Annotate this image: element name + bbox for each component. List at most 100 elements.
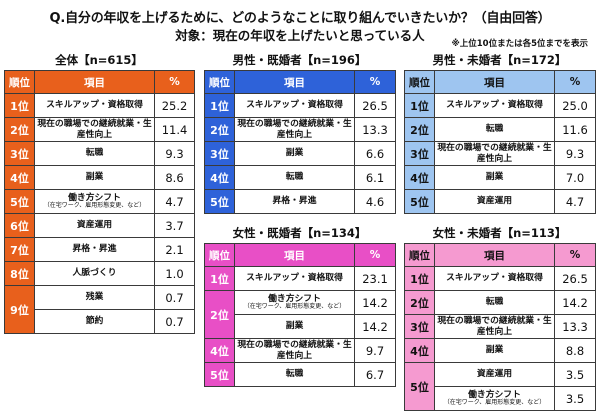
pct-cell: 3.7: [154, 213, 195, 238]
item-label: 働き方シフト: [468, 390, 521, 401]
pct-cell: 7.0: [554, 165, 596, 190]
rank-cell: 3位: [204, 141, 235, 166]
pct-cell: 6.7: [354, 362, 396, 387]
pct-cell: 0.7: [154, 285, 195, 310]
rank-cell: 2位: [404, 117, 435, 142]
pct-cell: 14.2: [554, 290, 596, 315]
pct-cell: 26.5: [354, 93, 396, 118]
ranking-table-female-married: 順位 項目 % 1位 スキルアップ・資格取得 23.1 2位 働き方シフト （在宅…: [204, 243, 396, 387]
table-row: 5位 転職 6.7: [204, 362, 396, 387]
item-cell: 現在の職場での継続就業・生産性向上: [34, 117, 155, 142]
rank-cell: 6位: [4, 213, 35, 238]
header-row: 順位 項目 %: [404, 70, 596, 94]
table-row: 2位 転職 14.2: [404, 290, 596, 315]
pct-cell: 4.7: [154, 189, 195, 214]
rank-cell: 2位: [404, 290, 435, 315]
rank-cell: 1位: [404, 93, 435, 118]
col-item: 項目: [434, 243, 555, 267]
col-item: 項目: [434, 70, 555, 94]
pct-cell: 4.7: [554, 189, 596, 214]
rank-cell: 9位: [4, 285, 35, 334]
pct-cell: 11.4: [154, 117, 195, 142]
table-row: 4位 副業 7.0: [404, 165, 596, 190]
pct-cell: 6.1: [354, 165, 396, 190]
question-title: Q.自分の年収を上げるために、どのようなことに取り組んでいきたいか？（自由回答）: [49, 11, 551, 26]
col-rank: 順位: [204, 70, 235, 94]
pct-cell: 4.6: [354, 189, 396, 214]
rank-cell: 4位: [404, 338, 435, 363]
table-row: 働き方シフト （在宅ワーク、雇用形態変更、など） 3.5: [405, 386, 596, 411]
pct-cell: 8.6: [154, 165, 195, 190]
item-sublabel: （在宅ワーク、雇用形態変更、など）: [43, 202, 146, 210]
item-sublabel: （在宅ワーク、雇用形態変更、など）: [243, 303, 346, 311]
rank-cell: 5位: [204, 189, 235, 214]
rank-cell: 4位: [404, 165, 435, 190]
table-row: 2位 働き方シフト （在宅ワーク、雇用形態変更、など） 14.2: [204, 290, 396, 339]
rank-cell: 1位: [204, 93, 235, 118]
col-item: 項目: [234, 70, 355, 94]
rank-cell: 4位: [204, 338, 235, 363]
col-pct: %: [154, 70, 195, 94]
item-cell: 資産運用: [34, 213, 155, 238]
table-row: 1位 スキルアップ・資格取得 26.5: [404, 266, 596, 291]
item-cell: 昇格・昇進: [234, 189, 355, 214]
table-row: 3位 転職 9.3: [4, 141, 195, 166]
col-pct: %: [554, 70, 596, 94]
target-subtitle: 対象：現在の年収を上げたいと思っている人: [175, 28, 425, 43]
rank-cell: 8位: [4, 261, 35, 286]
rank-cell: 3位: [4, 141, 35, 166]
rank-cell: 5位: [4, 189, 35, 214]
table-row: 3位 現在の職場での継続就業・生産性向上 9.3: [404, 141, 596, 166]
item-cell: 現在の職場での継続就業・生産性向上: [434, 141, 555, 166]
table-row: 4位 転職 6.1: [204, 165, 396, 190]
item-cell: 副業: [434, 338, 555, 363]
col-rank: 順位: [4, 70, 35, 94]
rank-cell: 7位: [4, 237, 35, 262]
item-cell: 現在の職場での継続就業・生産性向上: [234, 117, 355, 142]
item-label: 働き方シフト: [268, 294, 321, 305]
pct-cell: 6.6: [354, 141, 396, 166]
item-cell: スキルアップ・資格取得: [34, 93, 155, 118]
rank-cell: 5位: [404, 362, 435, 411]
item-cell: 副業: [34, 165, 155, 190]
rank-cell: 2位: [4, 117, 35, 142]
table-row: 2位 現在の職場での継続就業・生産性向上 13.3: [204, 117, 396, 142]
ranking-table-male-married: 順位 項目 % 1位 スキルアップ・資格取得 26.5 2位 現在の職場での継続…: [204, 70, 396, 214]
col-pct: %: [554, 243, 596, 267]
item-cell: 働き方シフト （在宅ワーク、雇用形態変更、など）: [34, 189, 155, 214]
header-row: 順位 項目 %: [4, 70, 195, 94]
table-title-all: 全体【n=615】: [55, 53, 143, 67]
pct-cell: 25.0: [554, 93, 596, 118]
pct-cell: 14.2: [354, 290, 396, 315]
table-row: 4位 現在の職場での継続就業・生産性向上 9.7: [204, 338, 396, 363]
rank-cell: 3位: [404, 141, 435, 166]
pct-cell: 26.5: [554, 266, 596, 291]
table-row: 3位 現在の職場での継続就業・生産性向上 13.3: [404, 314, 596, 339]
item-cell: スキルアップ・資格取得: [434, 266, 555, 291]
table-row: 節約 0.7: [5, 309, 195, 334]
item-cell: 転職: [434, 117, 555, 142]
item-cell: 働き方シフト （在宅ワーク、雇用形態変更、など）: [234, 290, 355, 315]
table-row: 2位 転職 11.6: [404, 117, 596, 142]
rank-cell: 5位: [404, 189, 435, 214]
col-rank: 順位: [404, 243, 435, 267]
item-cell: スキルアップ・資格取得: [234, 266, 355, 291]
table-row: 4位 副業 8.6: [4, 165, 195, 190]
rank-cell: 3位: [404, 314, 435, 339]
item-cell: 残業: [34, 285, 155, 310]
item-cell: 副業: [234, 314, 355, 339]
col-rank: 順位: [404, 70, 435, 94]
item-cell: 転職: [234, 362, 355, 387]
pct-cell: 25.2: [154, 93, 195, 118]
table-title-female-single: 女性・未婚者【n=113】: [432, 226, 567, 240]
table-row: 6位 資産運用 3.7: [4, 213, 195, 238]
pct-cell: 1.0: [154, 261, 195, 286]
table-row: 5位 資産運用 4.7: [404, 189, 596, 214]
table-row: 4位 副業 8.8: [404, 338, 596, 363]
item-cell: 節約: [34, 309, 155, 334]
rank-cell: 4位: [4, 165, 35, 190]
item-cell: 昇格・昇進: [34, 237, 155, 262]
pct-cell: 13.3: [554, 314, 596, 339]
rank-cell: 4位: [204, 165, 235, 190]
pct-cell: 9.3: [154, 141, 195, 166]
